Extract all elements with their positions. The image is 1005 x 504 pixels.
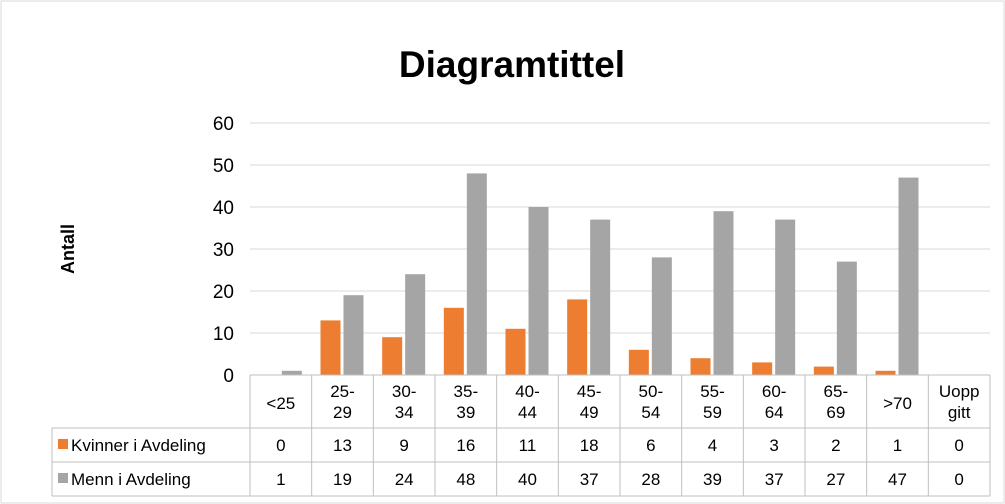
bar-menn — [775, 219, 796, 375]
bar-menn — [590, 219, 611, 375]
bar-kvinner — [567, 299, 588, 375]
bar-menn — [836, 261, 857, 375]
category-label: 60-64 — [762, 382, 787, 422]
category-label: 35-39 — [454, 382, 479, 422]
data-value: 1 — [893, 436, 902, 455]
category-label: Uopp gitt — [939, 382, 980, 422]
category-label: 65-69 — [824, 382, 849, 422]
category-label: 25-29 — [330, 382, 355, 422]
chart-title: Diagramtittel — [399, 44, 625, 85]
data-value: 9 — [399, 436, 408, 455]
y-tick-label: 20 — [213, 282, 234, 303]
bar-menn — [466, 173, 487, 375]
data-value: 48 — [456, 470, 475, 489]
category-label: 30-34 — [392, 382, 417, 422]
data-value: 37 — [765, 470, 784, 489]
bar-menn — [343, 295, 364, 375]
series-name: Menn i Avdeling — [71, 470, 191, 489]
category-label: <25 — [266, 394, 295, 413]
bar-kvinner — [813, 366, 834, 375]
category-label: 55-59 — [700, 382, 725, 422]
data-table: <2525-2930-3435-3940-4445-4950-5455-5960… — [51, 374, 991, 497]
bar-menn — [713, 211, 734, 375]
data-value: 19 — [333, 470, 352, 489]
y-tick-label: 30 — [213, 240, 234, 261]
category-label: 45-49 — [577, 382, 602, 422]
y-tick-label: 0 — [223, 366, 234, 387]
data-value: 16 — [456, 436, 475, 455]
category-label: 40-44 — [515, 382, 540, 422]
data-value: 0 — [954, 436, 963, 455]
data-value: 40 — [518, 470, 537, 489]
bar-menn — [898, 177, 919, 375]
bar-menn — [528, 207, 549, 375]
bar-kvinner — [875, 370, 896, 375]
data-value: 11 — [519, 436, 537, 455]
data-value: 27 — [826, 470, 845, 489]
data-value: 18 — [580, 436, 599, 455]
data-value: 1 — [276, 470, 285, 489]
data-value: 2 — [831, 436, 840, 455]
category-label: >70 — [883, 394, 912, 413]
series-name: Kvinner i Avdeling — [71, 436, 206, 455]
data-value: 37 — [580, 470, 599, 489]
y-tick-label: 50 — [213, 156, 234, 177]
y-tick-label: 40 — [213, 198, 234, 219]
y-tick-labels: 0 10 20 30 40 50 60 — [213, 114, 234, 387]
bar-menn — [651, 257, 672, 375]
bar-kvinner — [443, 307, 464, 375]
bar-kvinner — [752, 362, 773, 375]
data-value: 39 — [703, 470, 722, 489]
y-tick-label: 10 — [213, 324, 234, 345]
data-value: 13 — [333, 436, 352, 455]
data-value: 3 — [769, 436, 778, 455]
data-value: 4 — [708, 436, 717, 455]
data-value: 0 — [276, 436, 285, 455]
gridlines — [250, 122, 990, 334]
legend-key — [58, 439, 68, 449]
bar-kvinner — [690, 358, 711, 375]
bar-kvinner — [320, 320, 341, 375]
y-tick-label: 60 — [213, 114, 234, 135]
bar-kvinner — [505, 328, 526, 375]
bar-kvinner — [382, 337, 403, 375]
bars — [281, 173, 919, 375]
bar-menn — [281, 370, 302, 375]
legend-key — [58, 473, 68, 483]
data-value: 6 — [646, 436, 655, 455]
data-value: 47 — [888, 470, 907, 489]
data-value: 28 — [641, 470, 660, 489]
category-label: 50-54 — [639, 382, 664, 422]
y-axis-label: Antall — [58, 224, 78, 274]
bar-kvinner — [628, 349, 649, 375]
data-value: 24 — [395, 470, 414, 489]
bar-menn — [405, 274, 426, 375]
data-value: 0 — [954, 470, 963, 489]
